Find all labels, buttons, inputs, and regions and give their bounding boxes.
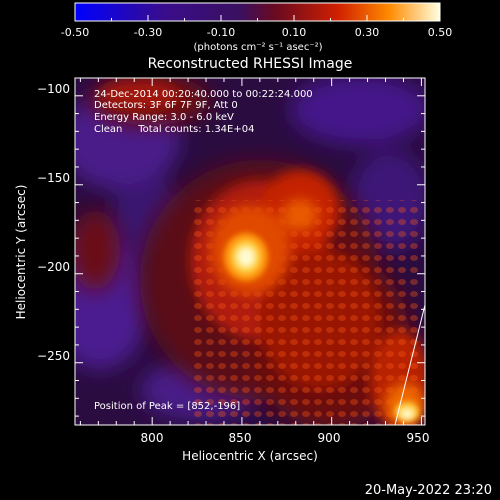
colorbar-tick-3: 0.10 <box>282 26 307 39</box>
observation-info: 24-Dec-2014 00:20:40.000 to 00:22:24.000… <box>94 89 313 412</box>
y-tick-label-minus150: −150 <box>37 171 70 185</box>
plot-axes: 800 850 900 950 −100 −150 −200 −250 Heli… <box>14 77 430 463</box>
y-tick-label-minus200: −200 <box>37 260 70 274</box>
y-axis-label: Heliocentric Y (arcsec) <box>14 185 28 320</box>
info-time-range: 24-Dec-2014 00:20:40.000 to 00:22:24.000 <box>94 89 313 100</box>
info-clean-counts: Clean Total counts: 1.34E+04 <box>94 124 254 135</box>
colorbar: -0.50 -0.30 -0.10 0.10 0.30 0.50 (photon… <box>61 2 453 53</box>
colorbar-tick-1: -0.30 <box>134 26 162 39</box>
peak-position: Position of Peak = [852,-196] <box>94 401 240 412</box>
image-area <box>75 78 425 425</box>
plot-title: Reconstructed RHESSI Image <box>148 56 353 72</box>
timestamp: 20-May-2022 23:20 <box>365 483 492 498</box>
x-tick-label-950: 950 <box>407 431 430 445</box>
info-detectors: Detectors: 3F 6F 7F 9F, Att 0 <box>94 100 238 111</box>
y-tick-label-minus100: −100 <box>37 82 70 96</box>
info-energy-range: Energy Range: 3.0 - 6.0 keV <box>94 112 234 123</box>
x-tick-label-800: 800 <box>141 431 164 445</box>
x-tick-label-900: 900 <box>318 431 341 445</box>
colorbar-tick-2: -0.10 <box>207 26 235 39</box>
x-axis-label: Heliocentric X (arcsec) <box>182 449 318 463</box>
colorbar-tick-4: 0.30 <box>355 26 380 39</box>
colorbar-tick-5: 0.50 <box>428 26 453 39</box>
colorbar-unit: (photons cm⁻² s⁻¹ asec⁻²) <box>193 42 322 53</box>
y-tick-label-minus250: −250 <box>37 349 70 363</box>
x-tick-label-850: 850 <box>229 431 252 445</box>
solar-limb-line <box>394 304 425 425</box>
colorbar-tick-0: -0.50 <box>61 26 89 39</box>
